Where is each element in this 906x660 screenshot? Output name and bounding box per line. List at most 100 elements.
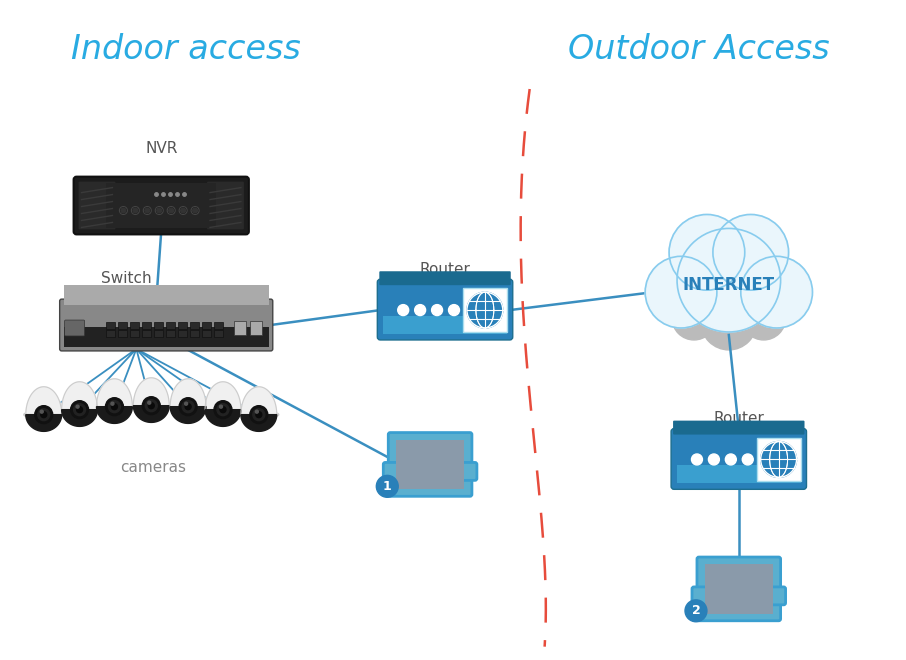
FancyBboxPatch shape [63,327,269,347]
Circle shape [109,401,120,412]
FancyBboxPatch shape [677,465,801,483]
FancyBboxPatch shape [380,271,511,285]
Circle shape [701,294,757,350]
Text: cameras: cameras [120,460,187,475]
FancyBboxPatch shape [60,299,273,351]
Polygon shape [241,414,276,432]
Circle shape [105,398,123,416]
Circle shape [255,412,262,418]
Polygon shape [62,381,98,410]
FancyBboxPatch shape [234,321,246,335]
Circle shape [398,305,409,315]
Text: Switch: Switch [101,271,151,286]
FancyBboxPatch shape [142,330,151,337]
Ellipse shape [239,411,279,418]
Ellipse shape [131,402,171,410]
Circle shape [169,208,174,213]
Circle shape [726,454,737,465]
Circle shape [185,402,188,405]
Circle shape [219,405,223,408]
Circle shape [111,404,118,410]
Polygon shape [97,379,132,407]
FancyBboxPatch shape [207,182,244,230]
Polygon shape [170,407,206,424]
Circle shape [133,208,138,213]
FancyBboxPatch shape [697,557,781,621]
Circle shape [217,404,229,416]
Circle shape [76,405,79,408]
Circle shape [34,406,53,424]
Circle shape [142,397,160,414]
FancyBboxPatch shape [142,322,151,329]
FancyBboxPatch shape [178,330,188,337]
Circle shape [677,228,781,332]
Circle shape [179,207,188,215]
Circle shape [214,401,232,418]
Circle shape [255,410,258,413]
Circle shape [448,305,459,315]
Ellipse shape [169,403,208,411]
Circle shape [708,454,719,465]
Circle shape [131,207,140,215]
Circle shape [77,407,82,412]
FancyBboxPatch shape [64,320,84,336]
Polygon shape [97,407,132,424]
Circle shape [713,214,788,290]
Circle shape [149,403,154,409]
Circle shape [155,207,163,215]
Text: Indoor access: Indoor access [72,33,301,66]
FancyBboxPatch shape [250,321,262,335]
FancyBboxPatch shape [190,330,199,337]
Text: 1: 1 [383,480,391,493]
FancyBboxPatch shape [692,587,786,605]
Polygon shape [133,378,169,406]
FancyBboxPatch shape [671,428,806,489]
FancyBboxPatch shape [705,564,773,614]
FancyBboxPatch shape [73,177,249,234]
FancyBboxPatch shape [119,330,128,337]
FancyBboxPatch shape [130,330,140,337]
Ellipse shape [94,403,134,411]
FancyBboxPatch shape [107,330,115,337]
FancyBboxPatch shape [154,322,163,329]
Circle shape [145,208,149,213]
Circle shape [120,207,128,215]
FancyBboxPatch shape [757,438,801,481]
Text: NVR: NVR [145,141,178,156]
FancyBboxPatch shape [63,285,269,305]
FancyBboxPatch shape [190,322,199,329]
Polygon shape [205,410,241,426]
FancyBboxPatch shape [119,322,128,329]
Text: Router: Router [713,411,765,426]
Circle shape [143,207,151,215]
Circle shape [111,402,114,405]
FancyBboxPatch shape [202,322,211,329]
Circle shape [672,296,716,340]
FancyBboxPatch shape [166,330,175,337]
Text: Outdoor Access: Outdoor Access [568,33,830,66]
FancyBboxPatch shape [214,330,223,337]
Polygon shape [133,406,169,422]
Circle shape [253,409,265,420]
Circle shape [193,208,198,213]
FancyBboxPatch shape [107,322,115,329]
Circle shape [40,410,43,413]
Circle shape [670,214,745,290]
FancyBboxPatch shape [463,288,506,332]
Polygon shape [25,414,62,432]
Circle shape [182,401,194,412]
Circle shape [467,292,503,328]
FancyBboxPatch shape [79,182,115,230]
Polygon shape [241,387,276,414]
Circle shape [191,207,199,215]
Circle shape [431,305,442,315]
Circle shape [691,454,702,465]
Circle shape [715,216,787,288]
FancyBboxPatch shape [166,322,175,329]
Circle shape [145,400,158,412]
FancyBboxPatch shape [107,183,216,228]
Circle shape [685,600,707,622]
Circle shape [376,475,399,497]
FancyBboxPatch shape [214,322,223,329]
Ellipse shape [24,411,63,418]
